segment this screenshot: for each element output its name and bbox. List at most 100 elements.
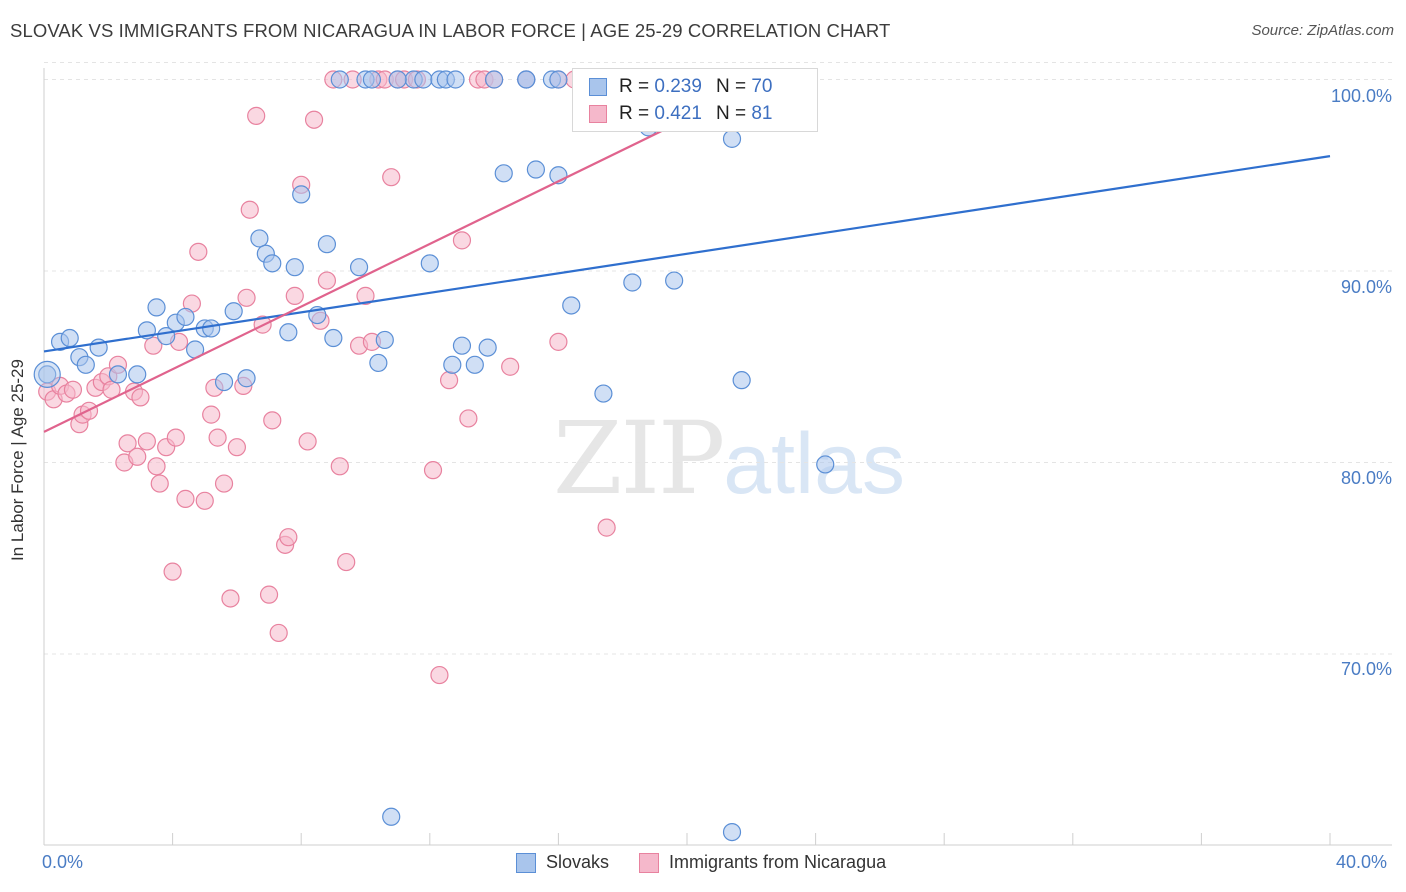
nicaragua-point-17: [131, 388, 150, 407]
slovaks-point-35: [362, 70, 382, 89]
slovaks-point-0: [38, 365, 57, 384]
slovaks-point-55: [562, 296, 581, 315]
slovaks-point-57: [623, 273, 642, 292]
slovaks-point-27: [324, 328, 343, 348]
nicaragua-point-54: [337, 552, 356, 572]
nicaragua-point-26: [176, 489, 195, 508]
slovaks-point-69: [816, 455, 835, 474]
x-tick-label-min: 0.0%: [42, 852, 84, 872]
grid-lines: [44, 62, 1392, 655]
slovaks-point-large: [33, 360, 61, 389]
nicaragua-point-46: [285, 286, 304, 305]
y-tick-label-90: 90.0%: [1340, 277, 1392, 297]
slovaks-point-9: [147, 298, 166, 317]
nicaragua-point-45: [279, 528, 298, 547]
nicaragua-point-49: [304, 110, 324, 129]
nicaragua-point-61: [382, 168, 401, 187]
slovaks-point-32: [375, 330, 394, 350]
nicaragua-point-51: [317, 271, 337, 290]
y-tick-label-100: 100.0%: [1330, 86, 1392, 106]
legend-swatch-blue: [589, 78, 607, 96]
y-tick-label-70: 70.0%: [1340, 659, 1392, 679]
nicaragua-point-35: [227, 438, 246, 457]
slovaks-point-26: [317, 235, 337, 254]
slovaks-point-19: [250, 229, 269, 248]
nicaragua-point-14: [118, 434, 137, 453]
slovaks-point-29: [349, 258, 369, 277]
slovaks-point-12: [176, 307, 195, 327]
slovaks-point-49: [517, 70, 536, 89]
slovaks-point-37: [382, 807, 401, 826]
legend-item-slovaks: Slovaks: [516, 852, 609, 873]
y-axis-label: In Labor Force | Age 25-29: [8, 359, 27, 561]
legend-swatch-pink: [639, 852, 660, 873]
nicaragua-point-69: [459, 409, 478, 428]
slovaks-point-18: [237, 369, 256, 388]
x-tick-label-max: 40.0%: [1336, 852, 1388, 872]
nicaragua-point-53: [330, 457, 349, 476]
legend-swatch-pink: [589, 105, 607, 123]
nicaragua-point-43: [269, 623, 288, 643]
slovaks-point-24: [292, 185, 311, 204]
nicaragua-point-38: [240, 200, 259, 219]
trend-lines: [33, 78, 1331, 433]
y-tick-label-80: 80.0%: [1340, 468, 1392, 488]
slovaks-point-38: [420, 254, 439, 273]
stats-legend-row-slovaks: R = 0.239 N = 70: [589, 74, 772, 100]
slovaks-point-65: [722, 822, 742, 842]
nicaragua-point-39: [247, 106, 266, 125]
n-value: 70: [751, 76, 773, 97]
nicaragua-point-65: [423, 461, 443, 480]
slovaks-point-40: [452, 336, 472, 355]
legend-label-nicaragua: Immigrants from Nicaragua: [669, 852, 887, 872]
legend-item-nicaragua: Immigrants from Nicaragua: [639, 852, 886, 873]
nicaragua-point-30: [202, 405, 221, 424]
slovaks-point-34: [414, 70, 433, 89]
watermark-zip: ZIP: [553, 400, 725, 517]
slovaks-point-61: [665, 271, 684, 290]
series-immigrants-from-nicaragua: [38, 70, 632, 685]
nicaragua-point-33: [214, 474, 234, 493]
chart-title: SLOVAK VS IMMIGRANTS FROM NICARAGUA IN L…: [10, 20, 891, 41]
slovaks-point-51: [526, 160, 545, 179]
nicaragua-point-34: [221, 589, 240, 608]
nicaragua-point-28: [189, 242, 208, 261]
r-value: 0.239: [654, 76, 702, 97]
nicaragua-point-66: [430, 665, 449, 685]
slovaks-point-46: [446, 70, 465, 89]
nicaragua-point-23: [163, 562, 182, 581]
nicaragua-point-37: [237, 288, 256, 307]
r-value: 0.421: [654, 103, 702, 124]
nicaragua-point-48: [298, 432, 317, 451]
slovaks-point-39: [443, 355, 462, 374]
stats-legend: R = 0.239 N = 70 R = 0.421 N = 81: [572, 68, 818, 132]
series-slovaks: [38, 70, 835, 842]
slovaks-point-16: [214, 372, 234, 392]
slovaks-point-21: [263, 254, 282, 273]
nicaragua-point-67: [439, 371, 459, 390]
slovaks-point-31: [369, 353, 388, 373]
slovaks-point-6: [108, 365, 128, 384]
slovaks-point-17: [224, 302, 243, 321]
trend-line-slovaks: [43, 155, 1331, 353]
slovaks-point-28: [330, 70, 349, 89]
r-label: R =: [619, 76, 650, 97]
slovaks-point-7: [128, 365, 147, 384]
slovaks-point-48: [478, 338, 497, 357]
nicaragua-point-18: [137, 432, 156, 451]
slovaks-point-41: [485, 70, 504, 89]
slovaks-point-63: [722, 129, 742, 148]
watermark: ZIPatlas: [553, 400, 905, 517]
nicaragua-point-41: [259, 585, 279, 604]
nicaragua-point-19: [144, 336, 163, 355]
nicaragua-point-24: [166, 428, 185, 447]
slovaks-point-67: [732, 371, 751, 390]
stats-legend-row-nicaragua: R = 0.421 N = 81: [589, 101, 772, 127]
nicaragua-point-32: [208, 428, 227, 447]
watermark-atlas: atlas: [723, 416, 905, 512]
slovaks-point-47: [465, 355, 484, 374]
nicaragua-point-16: [128, 447, 147, 466]
legend-swatch-blue: [516, 852, 536, 873]
nicaragua-point-20: [147, 457, 166, 476]
slovaks-point-4: [76, 355, 95, 374]
